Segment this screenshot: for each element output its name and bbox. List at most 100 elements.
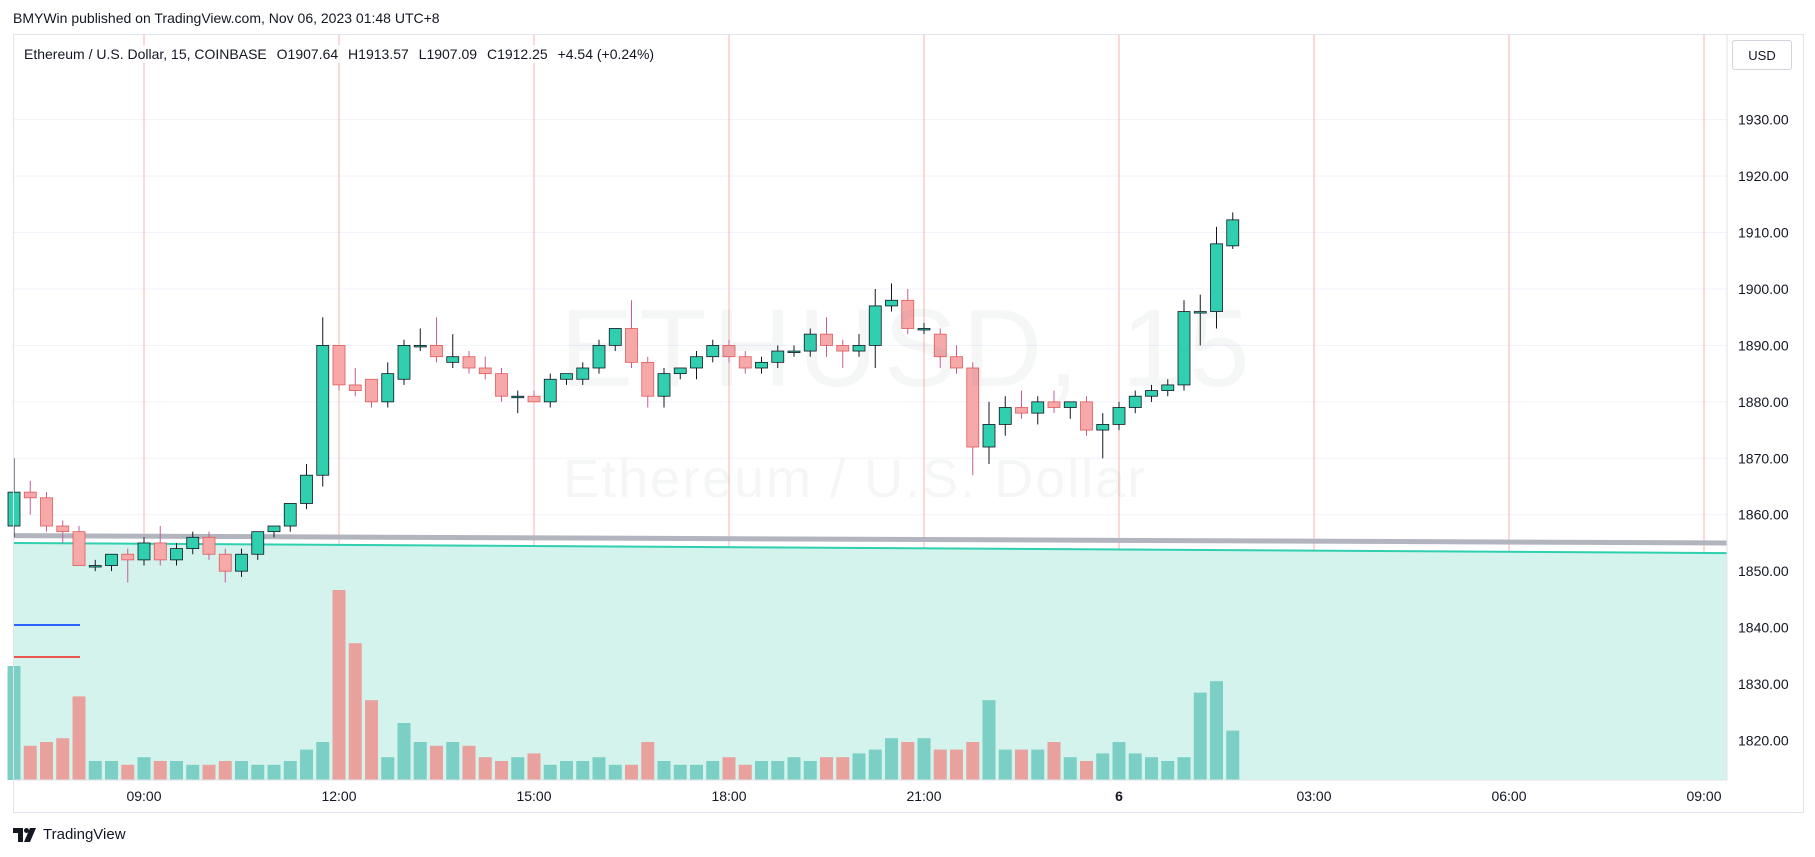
y-tick-label: 1840.00 <box>1738 620 1789 636</box>
y-tick-label: 1920.00 <box>1738 168 1789 184</box>
x-tick-label: 18:00 <box>711 788 746 804</box>
candle-body <box>852 345 866 352</box>
volume-bar <box>105 761 118 780</box>
currency-button[interactable]: USD <box>1732 40 1792 70</box>
legend-change: +4.54 (+0.24%) <box>557 46 655 62</box>
volume-bar <box>641 742 655 780</box>
volume-bar <box>381 757 395 780</box>
y-tick-label: 1910.00 <box>1738 225 1789 241</box>
x-tick-label: 09:00 <box>126 788 161 804</box>
y-tick-label: 1890.00 <box>1738 337 1789 353</box>
y-tick-label: 1930.00 <box>1738 112 1789 128</box>
volume-bar <box>186 764 200 780</box>
candle-body <box>1128 395 1142 408</box>
y-tick-label: 1900.00 <box>1738 281 1789 297</box>
volume-bar <box>283 761 297 780</box>
x-tick-label: 21:00 <box>906 788 941 804</box>
moving-average-teal <box>12 541 1728 555</box>
volume-bar <box>722 757 736 780</box>
volume-bar <box>592 757 606 780</box>
legend-high: H1913.57 <box>348 46 409 62</box>
volume-bar <box>511 757 525 780</box>
candle-body <box>56 525 70 533</box>
volume-bar <box>1047 742 1061 780</box>
candle-body <box>316 345 330 476</box>
volume-bar <box>56 738 70 780</box>
candle-body <box>495 373 508 397</box>
candle-body <box>608 328 622 346</box>
volume-bar <box>852 753 866 780</box>
volume-bar <box>901 742 915 780</box>
candle-body <box>803 333 817 352</box>
volume-bar <box>1096 753 1110 780</box>
volume-bar <box>446 742 460 780</box>
volume-bar <box>885 738 898 780</box>
candle-body <box>755 361 768 369</box>
candle-body <box>950 356 963 369</box>
candle-body <box>982 424 996 448</box>
candle-body <box>543 378 557 403</box>
candle-body <box>560 373 573 380</box>
candle-body <box>706 345 720 358</box>
volume-bar <box>1063 757 1077 780</box>
volume-bar <box>137 757 151 780</box>
volume-bar <box>40 742 53 780</box>
volume-bar <box>1128 753 1142 780</box>
volume-bar <box>1015 749 1028 780</box>
candle-body <box>251 531 265 555</box>
candle-body <box>365 378 378 403</box>
candle-body <box>527 395 541 403</box>
candle-body <box>576 367 590 380</box>
x-tick-label: 12:00 <box>321 788 356 804</box>
y-tick-label: 1860.00 <box>1738 507 1789 523</box>
volume-bar <box>170 761 183 780</box>
candle-body <box>283 503 297 527</box>
legend-symbol[interactable]: Ethereum / U.S. Dollar, 15, COINBASE <box>24 46 267 62</box>
volume-bar <box>23 745 37 780</box>
candle-body <box>153 542 167 561</box>
volume-bar <box>1145 757 1158 780</box>
y-tick-label: 1830.00 <box>1738 676 1789 692</box>
volume-bar <box>121 764 135 780</box>
x-tick-label: 06:00 <box>1491 788 1526 804</box>
candle-body <box>1112 407 1126 425</box>
volume-bar <box>982 700 996 780</box>
candle-body <box>267 525 281 533</box>
candle-body <box>1031 401 1045 414</box>
volume-bar <box>608 764 622 780</box>
volume-bar <box>478 757 492 780</box>
volume-bar <box>836 757 850 780</box>
candle-body <box>202 536 216 555</box>
x-tick-label: 03:00 <box>1296 788 1331 804</box>
volume-bar <box>966 742 980 780</box>
candle-body <box>787 350 801 353</box>
volume-bar <box>332 590 346 780</box>
candle-body <box>592 345 606 369</box>
ohlc-legend[interactable]: Ethereum / U.S. Dollar, 15, COINBASE O19… <box>22 45 663 63</box>
volume-bar <box>690 764 703 780</box>
volume-bar <box>1080 761 1093 780</box>
candle-body <box>7 491 21 527</box>
candle-body <box>105 553 118 566</box>
volume-bar <box>430 745 443 780</box>
candle-body <box>332 345 346 386</box>
volume-bar <box>917 738 931 780</box>
volume-bar <box>7 666 21 780</box>
volume-bar <box>787 757 801 780</box>
candle-body <box>430 345 443 358</box>
tradingview-brand[interactable]: TradingView <box>13 826 126 843</box>
candle-body <box>933 333 947 358</box>
volume-bar <box>527 753 541 780</box>
volume-bar <box>933 749 947 780</box>
candle-body <box>885 299 898 307</box>
candle-body <box>641 361 655 397</box>
candle-body <box>690 356 703 369</box>
volume-bar <box>202 764 216 780</box>
candle-body <box>836 345 850 352</box>
volume-bar <box>755 761 768 780</box>
candle-body <box>413 345 427 348</box>
candle-body <box>1193 311 1207 314</box>
volume-bar <box>998 749 1012 780</box>
candle-body <box>738 356 752 369</box>
